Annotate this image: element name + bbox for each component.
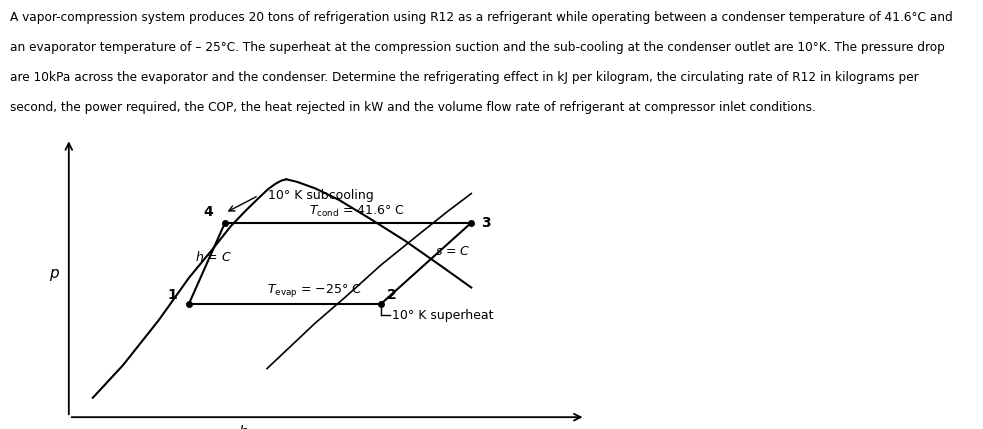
Text: A vapor-compression system produces 20 tons of refrigeration using R12 as a refr: A vapor-compression system produces 20 t… [10,11,953,24]
Text: $T_{\mathrm{evap}}$ = −25° C: $T_{\mathrm{evap}}$ = −25° C [267,282,362,299]
Text: 10° K superheat: 10° K superheat [392,309,493,322]
Text: 3: 3 [481,216,491,230]
Text: $s$ = C: $s$ = C [435,245,471,258]
Text: second, the power required, the COP, the heat rejected in kW and the volume flow: second, the power required, the COP, the… [10,101,816,114]
Text: an evaporator temperature of – 25°C. The superheat at the compression suction an: an evaporator temperature of – 25°C. The… [10,41,945,54]
Text: $h$ = C: $h$ = C [195,250,232,264]
Text: $T_{\mathrm{cond}}$ = 41.6° C: $T_{\mathrm{cond}}$ = 41.6° C [309,204,405,219]
Text: $h$: $h$ [238,424,249,429]
Text: $p$: $p$ [49,266,60,283]
Text: 2: 2 [387,288,397,302]
Text: are 10kPa across the evaporator and the condenser. Determine the refrigerating e: are 10kPa across the evaporator and the … [10,71,918,84]
Text: 10° K subcooling: 10° K subcooling [268,189,374,202]
Text: 1: 1 [167,288,177,302]
Text: 4: 4 [203,205,213,220]
